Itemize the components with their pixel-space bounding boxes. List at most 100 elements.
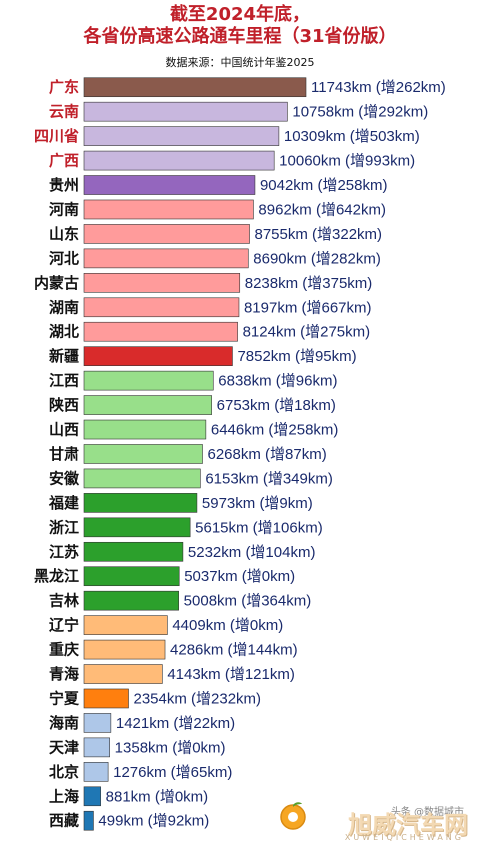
orange-logo-icon (280, 802, 306, 830)
value-label: 6153km (增349km) (205, 470, 333, 487)
value-label: 5008km (增364km) (184, 593, 312, 610)
value-label: 10309km (增503km) (284, 128, 420, 145)
value-label: 499km (增92km) (98, 813, 209, 830)
bar (83, 737, 110, 758)
data-source: 数据来源：中国统计年鉴2025 (165, 56, 315, 69)
bar (83, 419, 207, 440)
category-label: 吉林 (49, 592, 80, 610)
chart-title-line1: 截至2024年底， (169, 4, 311, 25)
value-label: 8124km (增275km) (243, 324, 371, 341)
category-label: 西藏 (49, 812, 79, 830)
value-label: 8690km (增282km) (253, 250, 381, 267)
value-label: 4143km (增121km) (167, 666, 295, 683)
category-label: 山西 (49, 421, 79, 439)
watermark-source: 头条 @数据城市 (390, 807, 464, 818)
bar (83, 517, 191, 538)
category-label: 江西 (49, 372, 79, 390)
value-label: 6838km (增96km) (218, 373, 337, 390)
watermark: 头条 @数据城市 旭威汽车网 XUWEIQICHEWANG (272, 791, 472, 847)
category-label: 黑龙江 (34, 567, 79, 585)
category-label: 辽宁 (49, 616, 79, 634)
value-label: 8238km (增375km) (245, 275, 373, 292)
value-label: 4409km (增0km) (172, 617, 283, 634)
bar (83, 810, 94, 831)
category-label: 浙江 (49, 518, 79, 536)
watermark-pinyin: XUWEIQICHEWANG (344, 833, 464, 842)
category-label: 广西 (49, 152, 79, 170)
category-label: 海南 (49, 714, 79, 732)
category-label: 福建 (48, 494, 80, 512)
category-label: 新疆 (49, 347, 79, 365)
bar (83, 321, 238, 342)
value-label: 7852km (增95km) (237, 348, 356, 365)
value-label: 2354km (增232km) (134, 690, 262, 707)
bar (83, 248, 249, 269)
bar (83, 444, 203, 464)
chart-title-line2: 各省份高速公路通车里程（31省份版） (83, 26, 397, 47)
bar (83, 615, 168, 635)
bar (83, 786, 101, 807)
category-label: 安徽 (49, 469, 80, 487)
category-label: 湖北 (49, 323, 79, 341)
category-label: 青海 (49, 665, 79, 683)
value-label: 8755km (增322km) (255, 226, 383, 243)
bar (83, 370, 214, 391)
value-label: 4286km (增144km) (170, 642, 298, 659)
bar (83, 688, 129, 709)
bar (83, 101, 288, 122)
category-label: 重庆 (49, 641, 79, 659)
bar (83, 762, 109, 782)
value-label: 8197km (增667km) (244, 299, 372, 316)
bar (83, 664, 163, 684)
category-label: 陕西 (49, 396, 79, 414)
bar (83, 590, 179, 611)
bar (83, 77, 307, 98)
bar (83, 199, 254, 220)
category-label: 江苏 (49, 543, 79, 561)
category-label: 上海 (49, 787, 79, 805)
value-label: 881km (增0km) (106, 788, 209, 805)
value-label: 10758km (增292km) (292, 104, 428, 121)
category-label: 四川省 (34, 127, 79, 145)
category-label: 云南 (49, 103, 79, 121)
value-label: 5615km (增106km) (195, 519, 323, 536)
category-label: 宁夏 (49, 689, 80, 707)
category-label: 北京 (49, 763, 79, 781)
bar (83, 566, 180, 587)
bar (83, 224, 250, 244)
bar (83, 713, 112, 733)
value-label: 6753km (增18km) (217, 397, 336, 414)
category-label: 甘肃 (49, 445, 79, 463)
bar (83, 346, 233, 366)
value-label: 10060km (增993km) (279, 153, 415, 170)
category-label: 广东 (49, 78, 79, 96)
value-label: 1358km (增0km) (115, 739, 226, 756)
value-label: 5037km (增0km) (184, 568, 295, 585)
category-label: 河北 (49, 249, 79, 267)
bar (83, 126, 280, 146)
value-label: 5232km (增104km) (188, 544, 316, 561)
bar (83, 297, 240, 318)
watermark-brand: 旭威汽车网 (348, 811, 468, 839)
category-label: 天津 (49, 738, 79, 756)
value-label: 6268km (增87km) (207, 446, 326, 463)
value-label: 5973km (增9km) (202, 495, 313, 512)
bar (83, 541, 184, 562)
category-label: 山东 (49, 225, 79, 243)
category-label: 河南 (49, 200, 79, 218)
bar (83, 273, 241, 293)
bar (83, 175, 256, 195)
bar (83, 150, 275, 171)
bar (83, 468, 201, 489)
category-label: 湖南 (49, 298, 79, 316)
category-label: 贵州 (49, 176, 79, 194)
value-label: 8962km (增642km) (258, 201, 386, 218)
category-label: 内蒙古 (34, 274, 79, 292)
value-label: 9042km (增258km) (260, 177, 388, 194)
value-label: 6446km (增258km) (211, 422, 339, 439)
value-label: 11743km (增262km) (311, 79, 446, 96)
bar (83, 493, 198, 513)
bar (83, 639, 166, 660)
bar (83, 395, 212, 415)
